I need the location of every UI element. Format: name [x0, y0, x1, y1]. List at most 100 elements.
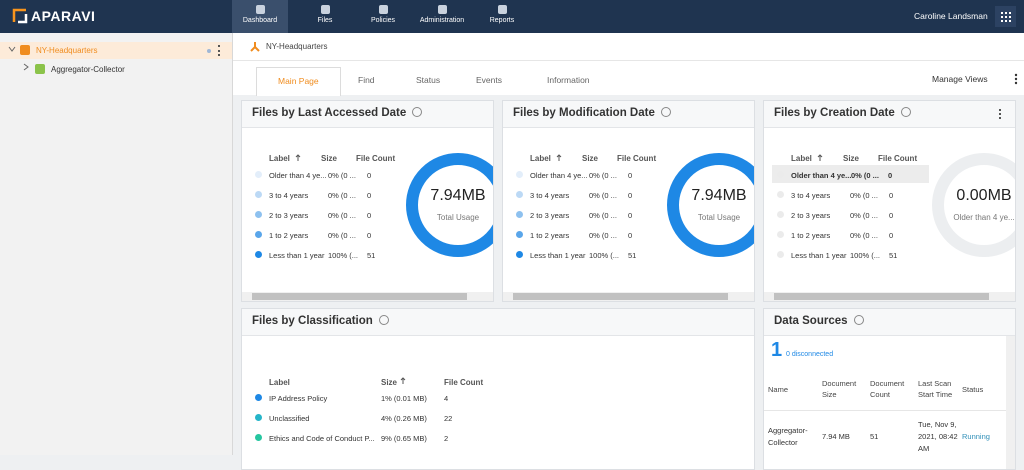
row-label: Ethics and Code of Conduct P...	[269, 434, 375, 443]
source-count: 1	[771, 339, 783, 361]
more-menu[interactable]	[1013, 73, 1019, 85]
row-label: Unclassified	[269, 414, 310, 423]
legend-dot	[777, 251, 784, 258]
breadcrumb: NY-Headquarters	[266, 42, 328, 51]
row-label: 1 to 2 years	[530, 231, 570, 240]
tree-node[interactable]: Aggregator-Collector	[0, 61, 232, 78]
row-label: 3 to 4 years	[791, 191, 831, 200]
user-name[interactable]: Caroline Landsman	[914, 11, 988, 21]
row-label: 1 to 2 years	[269, 231, 309, 240]
row-count: 0	[367, 191, 372, 200]
sidebar: NY-Headquarters Aggregator-Collector	[0, 33, 233, 455]
row-size: 100% (...	[328, 251, 359, 260]
tab[interactable]: Status	[406, 67, 450, 95]
column-header: File Count	[444, 378, 484, 387]
divider	[764, 410, 1006, 411]
sort-arrow	[817, 154, 823, 161]
tab[interactable]: Information	[537, 67, 600, 95]
row-size: 0% (0 ...	[589, 171, 617, 180]
row-count: 0	[628, 171, 633, 180]
dashboard: Files by Last Accessed Date Label Size File…	[233, 95, 1024, 470]
info-icon[interactable]	[378, 315, 389, 325]
info-icon[interactable]	[853, 315, 864, 325]
row-size: 0% (0 ...	[589, 231, 617, 240]
scroll-thumb[interactable]	[774, 293, 989, 300]
logo-icon	[12, 8, 28, 24]
nav-item[interactable]: Dashboard	[232, 0, 288, 33]
widget-header	[242, 101, 493, 128]
legend-dot	[255, 394, 262, 401]
apps-button[interactable]	[995, 6, 1016, 27]
column-header: Label	[269, 378, 290, 387]
tab-label: Status	[416, 75, 441, 85]
column-header: Label	[791, 154, 812, 163]
donut-chart	[667, 153, 754, 257]
donut-value: 7.94MB	[430, 187, 486, 204]
row-label: 1 to 2 years	[791, 231, 831, 240]
row-label: 2 to 3 years	[530, 211, 570, 220]
column-header: Size	[843, 154, 860, 163]
sort-arrow	[400, 377, 406, 384]
row-count: 0	[628, 211, 633, 220]
node-icon	[250, 42, 260, 52]
row-label: 3 to 4 years	[269, 191, 309, 200]
row-size: 1% (0.01 MB)	[381, 394, 427, 403]
row-highlight	[772, 165, 929, 183]
title-text: Files by Classification	[252, 315, 373, 327]
row-label: 2 to 3 years	[269, 211, 309, 220]
row-label: Older than 4 ye...	[269, 171, 327, 180]
nav-label: Files	[317, 17, 333, 24]
row-size: 0% (0 ...	[850, 231, 878, 240]
scroll-thumb[interactable]	[513, 293, 728, 300]
row-size: 0% (0 ...	[328, 191, 356, 200]
column-header: Label	[530, 154, 551, 163]
nav-item[interactable]: Administration	[413, 0, 471, 33]
top-bar: APARAVI Caroline Landsman Dashboard Files…	[0, 0, 1024, 33]
donut-chart	[932, 153, 1015, 257]
tree-node[interactable]: NY-Headquarters	[0, 42, 232, 59]
tab[interactable]: Main Page	[256, 67, 341, 96]
node-menu[interactable]	[218, 45, 222, 56]
nav-icon	[321, 5, 330, 14]
tab[interactable]: Find	[348, 67, 385, 95]
row-size: 0% (0 ...	[851, 171, 879, 180]
tab[interactable]: Events	[466, 67, 512, 95]
vertical-scrollbar[interactable]	[1006, 336, 1015, 469]
nav-item[interactable]: Reports	[474, 0, 530, 33]
chevron	[6, 46, 16, 52]
row-count: 0	[888, 171, 893, 180]
row-size: 0% (0 ...	[850, 191, 878, 200]
row-label: Less than 1 year	[791, 251, 847, 260]
donut-value: 7.94MB	[691, 187, 747, 204]
column-header: Document Count	[870, 379, 905, 399]
row-size: 0% (0 ...	[328, 231, 356, 240]
widget-header	[242, 309, 754, 336]
nav-item[interactable]: Files	[297, 0, 353, 33]
row-label: 3 to 4 years	[530, 191, 570, 200]
node-icon	[20, 45, 30, 55]
column-header: Size	[321, 154, 338, 163]
nav-icon	[379, 5, 388, 14]
scrollbar	[503, 292, 754, 301]
cell: 7.94 MB	[822, 432, 850, 441]
info-icon[interactable]	[412, 107, 423, 117]
info-icon[interactable]	[660, 107, 671, 117]
widget-menu[interactable]	[999, 109, 1003, 119]
column-header: Size	[381, 378, 398, 387]
main-header: NY-Headquarters Manage Views Main Page Fi…	[233, 33, 1024, 96]
nav-label: Policies	[370, 17, 396, 24]
scroll-thumb[interactable]	[252, 293, 467, 300]
donut-chart	[406, 153, 493, 257]
widget-title: Data Sources	[774, 315, 864, 327]
nav-item[interactable]: Policies	[355, 0, 411, 33]
nav-icon	[256, 5, 265, 14]
manage-views[interactable]: Manage Views	[932, 74, 988, 84]
sort-arrow	[295, 154, 301, 161]
node-label: Aggregator-Collector	[51, 65, 125, 74]
donut-caption: Older than 4 ye...	[953, 213, 1015, 222]
info-icon[interactable]	[900, 107, 911, 117]
nav-icon	[438, 5, 447, 14]
donut-caption: Total Usage	[436, 213, 480, 222]
row-size: 0% (0 ...	[589, 191, 617, 200]
widget-header	[503, 101, 754, 128]
